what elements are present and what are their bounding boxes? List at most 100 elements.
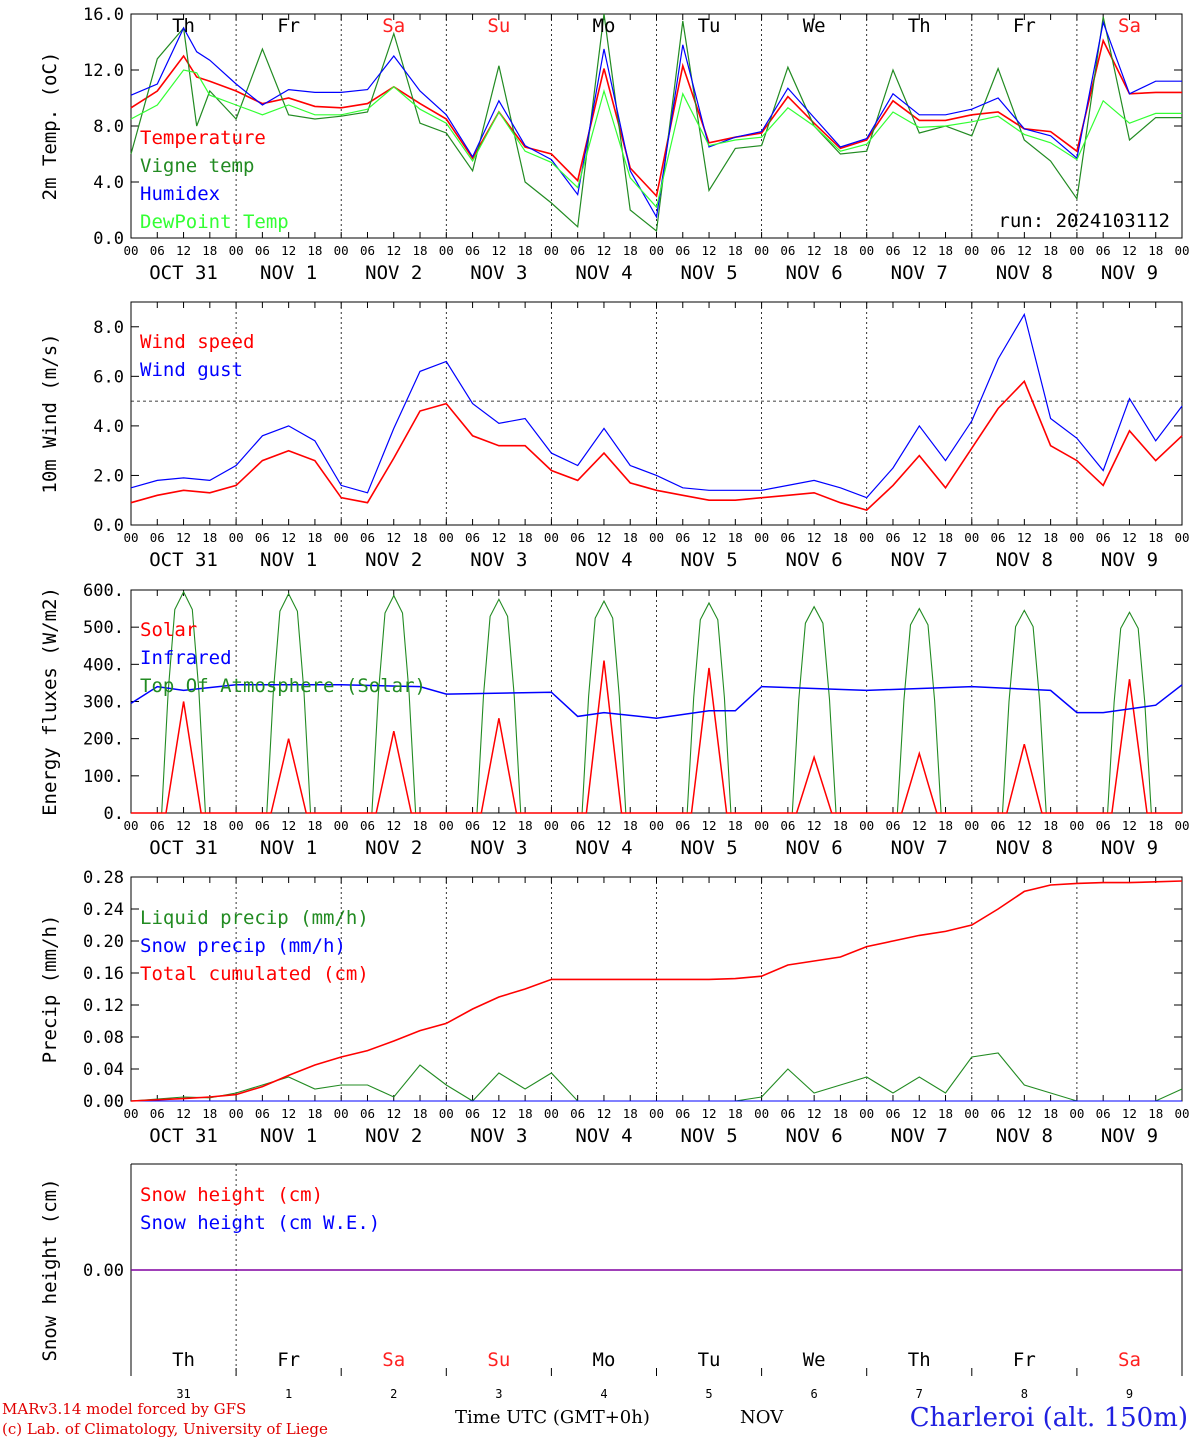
hour-tick-label: 00	[649, 818, 664, 833]
hour-tick-label: 12	[912, 818, 927, 833]
hour-tick-label: 00	[1069, 818, 1084, 833]
hour-tick-label: 18	[1148, 530, 1163, 545]
hour-tick-label: 00	[123, 243, 138, 258]
hour-tick-label: 00	[649, 530, 664, 545]
hour-tick-label: 18	[1043, 1106, 1058, 1121]
hour-tick-label: 06	[255, 1106, 270, 1121]
hour-tick-label: 12	[596, 530, 611, 545]
date-label: OCT 31	[149, 262, 218, 284]
day-number: 9	[1126, 1387, 1133, 1400]
series-wind-gust	[130, 312, 1183, 499]
hour-tick-label: 00	[544, 243, 559, 258]
date-label: NOV 3	[470, 837, 527, 859]
day-number: 5	[705, 1387, 712, 1400]
hour-tick-label: 18	[307, 1106, 322, 1121]
hour-tick-label: 00	[1174, 530, 1189, 545]
hour-tick-label: 06	[885, 1106, 900, 1121]
day-name-top: Th	[172, 15, 195, 37]
day-name-top: Fr	[277, 15, 300, 37]
hour-tick-label: 00	[859, 818, 874, 833]
legend-liquid-precip-mm-h-: Liquid precip (mm/h)	[140, 907, 369, 929]
hour-tick-label: 00	[649, 243, 664, 258]
day-name-bottom: Su	[487, 1349, 510, 1371]
hour-tick-label: 18	[1148, 243, 1163, 258]
hour-tick-label: 00	[334, 818, 349, 833]
y-tick-label: 0.0	[93, 516, 124, 536]
hour-tick-label: 12	[386, 818, 401, 833]
series-total-cumulated-cm-	[130, 880, 1183, 1102]
date-label: NOV 2	[365, 1125, 422, 1147]
y-tick-label: 12.0	[83, 61, 124, 81]
hour-tick-label: 06	[1096, 818, 1111, 833]
hour-tick-label: 00	[859, 243, 874, 258]
day-name-bottom: Tu	[698, 1349, 721, 1371]
hour-tick-label: 06	[1096, 530, 1111, 545]
day-name-top: Su	[487, 15, 510, 37]
hour-tick-label: 00	[1174, 1106, 1189, 1121]
hour-tick-label: 12	[1017, 243, 1032, 258]
hour-tick-label: 12	[807, 530, 822, 545]
hour-tick-label: 12	[1122, 530, 1137, 545]
date-label: NOV 1	[260, 837, 317, 859]
date-label: NOV 4	[575, 262, 632, 284]
hour-tick-label: 12	[1122, 243, 1137, 258]
hour-tick-label: 00	[649, 1106, 664, 1121]
hour-tick-label: 00	[334, 243, 349, 258]
hour-tick-label: 06	[675, 530, 690, 545]
hour-tick-label: 06	[465, 818, 480, 833]
day-name-bottom: Fr	[277, 1349, 300, 1371]
panel-0-ylabel: 2m Temp. (oC)	[39, 52, 61, 201]
hour-tick-label: 06	[780, 818, 795, 833]
date-label: NOV 8	[996, 549, 1053, 571]
day-number: 4	[600, 1387, 607, 1400]
hour-tick-label: 06	[780, 1106, 795, 1121]
date-label: OCT 31	[149, 837, 218, 859]
panel-3-ylabel: Precip (mm/h)	[39, 915, 61, 1064]
y-tick-label: 0.12	[83, 996, 124, 1016]
hour-tick-label: 06	[675, 243, 690, 258]
hour-tick-label: 06	[1096, 243, 1111, 258]
hour-tick-label: 18	[938, 818, 953, 833]
hour-tick-label: 12	[702, 530, 717, 545]
date-label: NOV 4	[575, 549, 632, 571]
meteogram-chart: 00 06 12 18 00 06 12 18 00 06 12 18 00 06 12 18 00 06 12 18…	[39, 5, 1190, 1400]
hour-tick-label: 00	[1174, 243, 1189, 258]
hour-tick-label: 12	[596, 818, 611, 833]
y-tick-label: 0.00	[83, 1261, 124, 1281]
date-label: NOV 8	[996, 837, 1053, 859]
hour-tick-label: 00	[754, 818, 769, 833]
date-label: NOV 5	[680, 837, 737, 859]
y-tick-label: 0.	[104, 804, 124, 824]
hour-tick-label: 12	[281, 818, 296, 833]
y-tick-label: 0.20	[83, 932, 124, 952]
hour-tick-label: 00	[1069, 243, 1084, 258]
hour-tick-label: 00	[964, 530, 979, 545]
day-name-bottom: Mo	[593, 1349, 616, 1371]
day-name-bottom: Fr	[1013, 1349, 1036, 1371]
date-label: NOV 6	[786, 549, 843, 571]
panel-4-ylabel: Snow height (cm)	[39, 1178, 61, 1361]
hour-tick-label: 06	[150, 818, 165, 833]
hour-tick-label: 00	[229, 818, 244, 833]
hour-tick-label: 00	[544, 530, 559, 545]
legend-wind-speed: Wind speed	[140, 331, 254, 353]
hour-tick-label: 00	[754, 530, 769, 545]
hour-tick-label: 18	[1043, 243, 1058, 258]
hour-tick-label: 18	[1043, 818, 1058, 833]
hour-tick-label: 06	[885, 530, 900, 545]
y-tick-label: 0.24	[83, 900, 124, 920]
hour-tick-label: 12	[1017, 1106, 1032, 1121]
day-name-top: Mo	[593, 15, 616, 37]
y-tick-label: 0.28	[83, 868, 124, 888]
legend-dewpoint-temp: DewPoint Temp	[140, 211, 289, 233]
hour-tick-label: 06	[885, 818, 900, 833]
y-tick-label: 0.04	[83, 1060, 124, 1080]
day-number: 7	[916, 1387, 923, 1400]
hour-tick-label: 12	[912, 530, 927, 545]
hour-tick-label: 12	[281, 1106, 296, 1121]
hour-tick-label: 00	[964, 243, 979, 258]
series-humidex	[130, 20, 1182, 219]
y-tick-label: 300.	[83, 693, 124, 713]
hour-tick-label: 18	[728, 818, 743, 833]
series-temperature	[130, 38, 1182, 198]
